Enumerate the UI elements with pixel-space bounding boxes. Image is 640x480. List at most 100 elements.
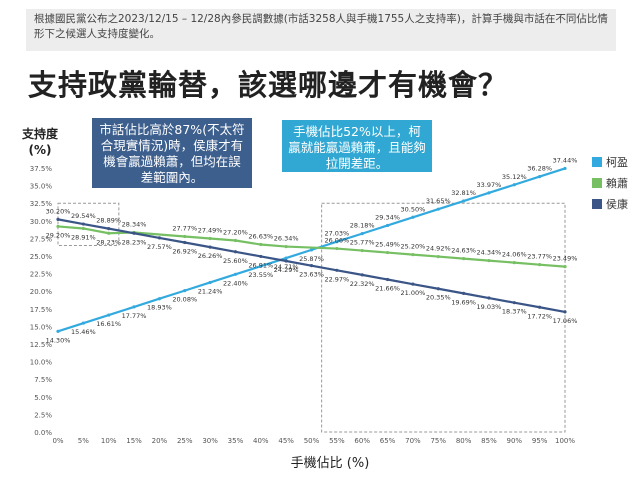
page-title: 支持政黨輪替，該選哪邊才有機會？ — [28, 68, 509, 102]
data-label: 30.50% — [401, 205, 426, 213]
data-point — [233, 250, 238, 254]
data-point — [385, 250, 390, 255]
data-point — [538, 305, 542, 309]
highlight-region-1 — [57, 202, 120, 246]
data-point — [284, 256, 288, 260]
data-label: 29.20% — [46, 231, 71, 239]
y-tick-label: 37.5% — [30, 165, 53, 173]
data-label: 22.97% — [324, 275, 349, 283]
y-tick-label: 7.5% — [34, 376, 52, 384]
data-point — [487, 191, 491, 195]
data-point — [385, 277, 390, 282]
data-point — [107, 313, 111, 317]
y-axis-title: 支持度 — [21, 126, 59, 141]
data-point — [107, 231, 111, 235]
data-label: 26.63% — [248, 233, 273, 241]
x-tick-label: 100% — [555, 437, 575, 445]
data-point — [208, 236, 212, 241]
legend-item: 侯康 — [592, 196, 628, 212]
legend-swatch — [592, 157, 602, 167]
data-label: 25.87% — [299, 255, 324, 263]
data-point — [487, 259, 491, 263]
data-label: 22.32% — [350, 280, 375, 288]
x-axis-title: 手機佔比 (%) — [291, 456, 370, 471]
data-point — [512, 261, 516, 265]
x-tick-label: 5% — [78, 437, 89, 445]
data-point — [512, 301, 516, 305]
data-point — [462, 199, 466, 203]
y-tick-label: 32.5% — [30, 200, 53, 208]
data-label: 23.63% — [299, 271, 324, 279]
data-point — [462, 257, 466, 261]
data-label: 18.37% — [502, 308, 527, 316]
x-tick-label: 10% — [101, 437, 117, 445]
data-label: 24.92% — [426, 245, 451, 253]
x-tick-label: 45% — [278, 437, 294, 445]
y-tick-label: 0.0% — [34, 429, 52, 437]
chart-legend: 柯盈 賴蕭 侯康 — [592, 154, 628, 217]
x-tick-label: 20% — [152, 437, 168, 445]
data-label: 23.49% — [553, 255, 578, 263]
data-point — [208, 280, 212, 285]
data-label: 19.69% — [451, 298, 476, 306]
x-tick-label: 75% — [430, 437, 446, 445]
data-label: 24.34% — [477, 249, 502, 257]
x-tick-label: 80% — [456, 437, 472, 445]
data-point — [56, 217, 60, 221]
data-label: 28.34% — [122, 220, 147, 228]
data-label: 25.77% — [350, 239, 375, 247]
data-point — [385, 223, 390, 228]
data-point — [411, 282, 415, 286]
data-point — [56, 329, 60, 333]
data-label: 17.77% — [122, 312, 147, 320]
data-point — [563, 310, 567, 314]
data-point — [132, 305, 136, 309]
callout-ko-ying: 手機佔比52%以上，柯贏就能贏過賴蕭，且能夠拉開差距。 — [282, 120, 432, 172]
x-tick-label: 40% — [253, 437, 269, 445]
data-label: 24.63% — [451, 247, 476, 255]
y-tick-label: 22.5% — [30, 271, 53, 279]
data-point — [335, 268, 339, 272]
data-label: 27.03% — [324, 230, 349, 238]
data-point — [563, 166, 567, 171]
data-point — [81, 226, 85, 231]
x-tick-label: 85% — [481, 437, 497, 445]
data-label: 26.06% — [324, 237, 349, 245]
data-point — [183, 240, 187, 245]
data-label: 35.12% — [502, 173, 527, 181]
data-point — [335, 246, 339, 251]
data-point — [335, 240, 339, 244]
legend-label: 侯康 — [606, 198, 628, 211]
data-label: 32.81% — [451, 189, 476, 197]
data-point — [563, 265, 567, 269]
data-label: 24.06% — [502, 251, 527, 259]
data-label: 18.93% — [147, 304, 172, 312]
data-point — [538, 174, 542, 179]
data-point — [284, 259, 288, 263]
data-label: 25.20% — [401, 243, 426, 251]
data-point — [132, 231, 136, 235]
x-tick-label: 95% — [532, 437, 548, 445]
data-point — [309, 264, 314, 268]
data-point — [81, 222, 85, 226]
data-source-note: 根據國民黨公布之2023/12/15 – 12/28內參民調數據(市話3258人… — [26, 9, 616, 51]
legend-item: 柯盈 — [592, 154, 628, 170]
data-point — [233, 238, 238, 243]
data-label: 27.20% — [223, 229, 248, 237]
x-tick-label: 0% — [52, 437, 63, 445]
data-label: 15.46% — [71, 328, 96, 336]
data-label: 36.28% — [527, 165, 552, 173]
y-tick-label: 20.0% — [30, 288, 53, 296]
data-point — [436, 254, 440, 259]
y-tick-label: 5.0% — [34, 394, 52, 402]
y-tick-label: 17.5% — [30, 306, 53, 314]
data-label: 30.20% — [46, 207, 71, 215]
data-label: 29.54% — [71, 212, 96, 220]
data-point — [487, 296, 491, 300]
data-label: 17.06% — [553, 317, 578, 325]
data-label: 37.44% — [553, 156, 578, 164]
data-point — [259, 254, 263, 259]
data-point — [56, 224, 60, 229]
data-label: 26.91% — [248, 261, 273, 269]
